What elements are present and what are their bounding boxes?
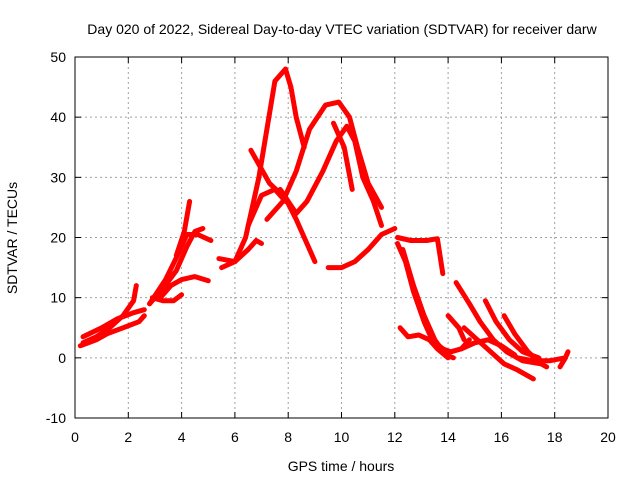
- series-track-24: [501, 313, 550, 370]
- y-tick-label: -10: [46, 410, 66, 426]
- plot-frame: [74, 56, 609, 419]
- y-axis-label: SDTVAR / TECUs: [4, 182, 20, 294]
- x-tick-label: 16: [494, 429, 510, 445]
- series-track-20: [397, 325, 451, 361]
- y-tick-label: 30: [50, 169, 66, 185]
- series-track-3: [77, 313, 147, 349]
- y-tick-label: 10: [50, 290, 66, 306]
- x-tick-label: 10: [334, 429, 350, 445]
- series-track-25: [461, 325, 536, 382]
- x-tick-label: 12: [387, 429, 403, 445]
- x-tick-label: 6: [231, 429, 239, 445]
- y-tick-label: 40: [50, 109, 66, 125]
- series-track-15: [331, 120, 355, 192]
- x-tick-label: 0: [71, 429, 79, 445]
- series-track-2: [80, 307, 147, 340]
- x-tick-label: 14: [440, 429, 456, 445]
- series-track-8: [149, 292, 185, 304]
- x-tick-label: 20: [600, 429, 616, 445]
- chart-title: Day 020 of 2022, Sidereal Day-to-day VTE…: [87, 21, 597, 37]
- series-track-29: [434, 337, 472, 355]
- x-tick-label: 18: [547, 429, 563, 445]
- series-track-26: [458, 337, 518, 358]
- y-tick-label: 0: [58, 350, 66, 366]
- series-track-14: [277, 123, 384, 228]
- series-track-9: [219, 238, 264, 271]
- x-axis-label: GPS time / hours: [288, 458, 395, 474]
- series-track-6: [173, 198, 193, 258]
- series-track-28: [557, 349, 571, 370]
- y-tick-label: 20: [50, 230, 66, 246]
- series-track-7: [157, 274, 211, 301]
- x-tick-label: 2: [124, 429, 132, 445]
- series-track-27: [514, 355, 568, 364]
- y-tick-label: 50: [50, 49, 66, 65]
- axis-ticks: 0 2 4 6 8 10 12 14 16 18 20 -10 0 10 20 30 40 50: [46, 49, 616, 445]
- series-track-17: [395, 235, 446, 277]
- x-tick-label: 4: [178, 429, 186, 445]
- x-tick-label: 8: [284, 429, 292, 445]
- series-track-21: [445, 313, 467, 343]
- data-series: [77, 66, 571, 382]
- series-track-13: [264, 99, 384, 222]
- series-track-16: [325, 226, 398, 271]
- grid: [75, 57, 608, 418]
- series-track-10: [216, 66, 307, 265]
